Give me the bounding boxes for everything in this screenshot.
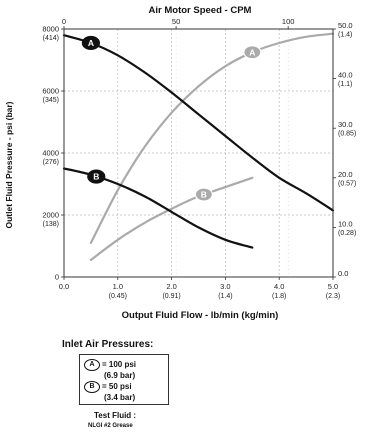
legend-item-b-bar: (3.4 bar)	[104, 393, 136, 402]
top-tick-label-1: 50	[172, 17, 180, 26]
x-tick-sublabel-5: (2.3)	[326, 293, 340, 300]
y-tick-label-2: 4000	[42, 149, 59, 158]
x-tick-sublabel-3: (1.4)	[218, 293, 232, 300]
right-tick-label-3: 30.0	[338, 120, 353, 129]
chart-title: Air Motor Speed - CPM	[149, 5, 252, 16]
x-tick-sublabel-1: (0.45)	[109, 293, 127, 300]
x-tick-label-2: 2.0	[166, 282, 176, 291]
series-label-pressure-b: B	[93, 172, 99, 182]
x-tick-label-3: 3.0	[220, 282, 230, 291]
series-marker-air-b	[194, 187, 213, 202]
legend-item-b: B = 50 psi (3.4 bar)	[84, 381, 135, 403]
series-label-air-a: A	[249, 47, 255, 57]
right-tick-sublabel-5: (1.4)	[338, 32, 352, 39]
right-tick-sublabel-2: (0.57)	[338, 180, 356, 187]
series-line-pressure-a	[62, 34, 335, 212]
right-tick-sublabel-4: (1.1)	[338, 81, 352, 88]
test-fluid-value: NLGI #2 Grease	[88, 423, 133, 429]
series-marker-pressure-b	[87, 169, 106, 184]
x-tick-label-4: 4.0	[274, 282, 284, 291]
right-tick-sublabel-3: (0.85)	[338, 131, 356, 138]
y-tick-label-0: 0	[55, 273, 59, 282]
series-marker-air-a	[243, 45, 262, 60]
series-line-air-a	[89, 32, 335, 244]
x-tick-label-5: 5.0	[328, 282, 338, 291]
legend-item-a-pressure: = 100 psi	[102, 360, 137, 369]
x-tick-label-0: 0.0	[59, 282, 69, 291]
right-tick-label-1: 10.0	[338, 219, 353, 228]
performance-chart: A B A B 0.0 1.0 (0.45) 2.0 (0.91) 3.0 (1.4) 4.0 (1.…	[4, 5, 356, 321]
top-tick-label-0: 0	[62, 17, 66, 26]
x-tick-sublabel-4: (1.8)	[272, 293, 286, 300]
legend-item-a-bar: (6.9 bar)	[104, 371, 136, 380]
legend-item-a: A = 100 psi (6.9 bar)	[84, 359, 136, 381]
series-line-air-b	[89, 176, 254, 261]
x-tick-sublabel-2: (0.91)	[162, 293, 180, 300]
right-tick-label-4: 40.0	[338, 71, 353, 80]
y-tick-sublabel-2: (276)	[43, 159, 59, 166]
series-group: A B A B	[62, 32, 335, 261]
inlet-pressure-legend: A = 100 psi (6.9 bar) B = 50 psi (3.4 bar)	[79, 354, 169, 405]
x-tick-label-1: 1.0	[113, 282, 123, 291]
y-tick-label-1: 2000	[42, 211, 59, 220]
x-axis-label: Output Fluid Flow - lb/min (kg/min)	[122, 310, 279, 321]
series-marker-pressure-a	[81, 35, 101, 51]
top-tick-label-2: 100	[282, 17, 295, 26]
right-tick-label-5: 50.0	[338, 21, 353, 30]
test-fluid-heading: Test Fluid :	[94, 411, 137, 420]
right-tick-label-0: 0.0	[338, 269, 348, 278]
y-tick-label-4: 8000	[42, 25, 59, 34]
legend-item-b-pressure: = 50 psi	[102, 382, 132, 391]
legend-badge-a: A	[84, 359, 100, 371]
y-tick-sublabel-3: (345)	[43, 97, 59, 104]
right-tick-sublabel-1: (0.28)	[338, 230, 356, 237]
y-axis-label: Outlet Fluid Pressure - psi (bar)	[4, 101, 14, 228]
inlet-air-pressures-heading: Inlet Air Pressures:	[62, 339, 154, 350]
series-label-air-b: B	[201, 190, 207, 200]
y-tick-label-3: 6000	[42, 87, 59, 96]
y-tick-sublabel-4: (414)	[43, 35, 59, 42]
grid	[64, 29, 333, 277]
series-label-pressure-a: A	[88, 38, 94, 48]
right-tick-label-2: 20.0	[338, 170, 353, 179]
legend-badge-b: B	[84, 381, 100, 393]
axes: 0.0 1.0 (0.45) 2.0 (0.91) 3.0 (1.4) 4.0 (1.8) 5.0…	[42, 17, 356, 300]
y-tick-sublabel-1: (138)	[43, 221, 59, 228]
